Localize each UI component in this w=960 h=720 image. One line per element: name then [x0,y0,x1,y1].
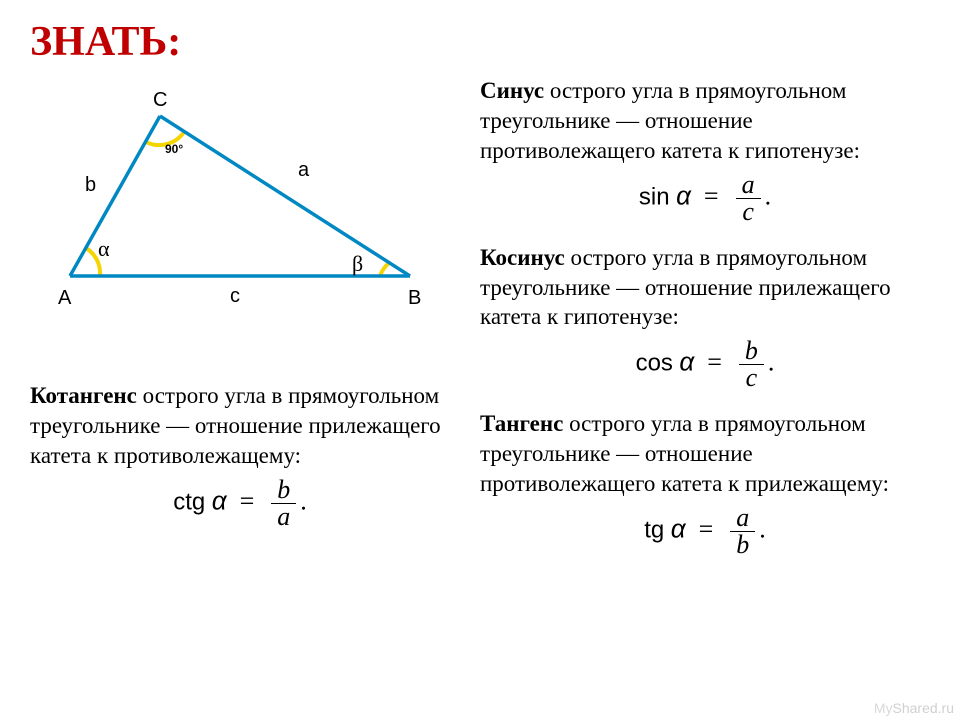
cos-num: b [739,338,764,365]
cos-sym: α [679,347,694,377]
sin-den: c [736,199,761,225]
sin-definition: Синус острого угла в прямоугольном треуг… [480,76,930,166]
cot-sym: α [212,485,227,515]
tan-formula: tg α = a b . [480,505,930,558]
page-title: ЗНАТЬ: [30,18,930,66]
side-label-c: c [230,285,240,307]
side-a [160,116,410,276]
cos-fraction: b c [739,338,764,391]
cot-fraction: b a [271,477,296,530]
vertex-label-a: A [58,287,72,309]
tan-fraction: a b [730,505,755,558]
side-label-a: a [298,159,310,181]
cot-den: a [271,504,296,530]
side-b [70,116,160,276]
cos-lead: Косинус [480,245,565,270]
cos-formula: cos α = b c . [480,338,930,391]
cot-definition: Котангенс острого угла в прямоугольном т… [30,381,450,471]
sin-fraction: a c [736,172,761,225]
tan-lead: Тангенс [480,411,563,436]
vertex-label-b: B [408,287,421,309]
cot-lead: Котангенс [30,383,137,408]
left-column: C A B b a c 90° α β Котангенс острого уг… [30,76,450,576]
tan-fn: tg [644,516,664,543]
right-column: Синус острого угла в прямоугольном треуг… [480,76,930,576]
triangle-svg: C A B b a c 90° α β [30,76,450,326]
sin-fn: sin [639,183,670,210]
triangle-diagram: C A B b a c 90° α β [30,76,450,326]
beta-label: β [352,251,363,276]
sin-sym: α [676,180,691,210]
cos-fn: cos [636,350,673,377]
tan-den: b [730,532,755,558]
vertex-label-c: C [153,89,167,111]
cot-num: b [271,477,296,504]
watermark-part1: My [874,700,893,716]
alpha-label: α [98,236,110,261]
tan-sym: α [671,513,686,543]
right-angle-label: 90° [165,142,183,156]
tan-num: a [730,505,755,532]
cos-den: c [739,365,764,391]
watermark-part2: Shared.ru [893,700,954,716]
tan-definition: Тангенс острого угла в прямоугольном тре… [480,409,930,499]
cot-fn: ctg [173,488,205,515]
side-label-b: b [85,174,96,196]
cos-definition: Косинус острого угла в прямоугольном тре… [480,243,930,333]
cot-formula: ctg α = b a . [30,477,450,530]
slide: ЗНАТЬ: C A B b [0,0,960,720]
sin-lead: Синус [480,78,544,103]
sin-formula: sin α = a c . [480,172,930,225]
content-columns: C A B b a c 90° α β Котангенс острого уг… [30,76,930,576]
sin-num: a [736,172,761,199]
watermark: MyShared.ru [874,700,954,716]
